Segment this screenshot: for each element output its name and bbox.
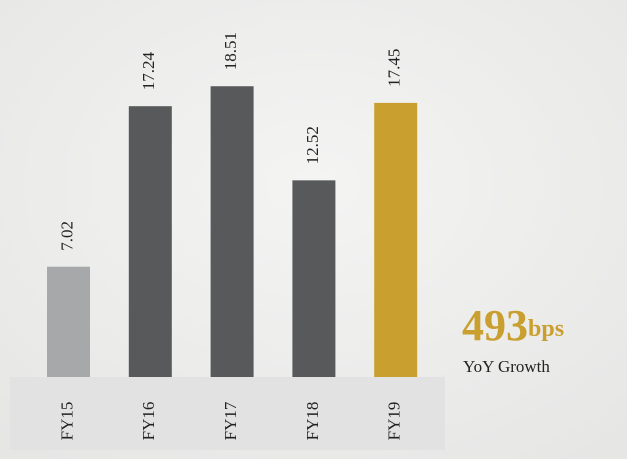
value-label: 12.52 bbox=[303, 126, 322, 164]
annotation-number: 493 bbox=[462, 301, 528, 350]
annotation-text: YoY Growth bbox=[463, 357, 550, 376]
x-tick-label: FY19 bbox=[385, 402, 404, 441]
x-tick-label: FY16 bbox=[139, 402, 158, 441]
value-label: 18.51 bbox=[221, 32, 240, 70]
category-band bbox=[10, 377, 445, 450]
annotation-value: 493bps bbox=[462, 301, 564, 350]
bar bbox=[292, 180, 336, 377]
value-label: 7.02 bbox=[57, 221, 76, 251]
bar bbox=[47, 266, 90, 377]
bar bbox=[210, 86, 254, 378]
x-tick-label: FY15 bbox=[57, 402, 76, 441]
bar bbox=[374, 102, 418, 377]
x-tick-label: FY18 bbox=[303, 402, 322, 441]
bar bbox=[128, 106, 172, 378]
value-label: 17.45 bbox=[385, 49, 404, 87]
plot: FY15 7.02 FY16 17.24 FY17 18.51 FY18 12.52 FY19 1… bbox=[47, 32, 418, 441]
annotation-unit: bps bbox=[528, 316, 564, 342]
x-tick-label: FY17 bbox=[221, 401, 240, 440]
value-label: 17.24 bbox=[139, 51, 158, 90]
